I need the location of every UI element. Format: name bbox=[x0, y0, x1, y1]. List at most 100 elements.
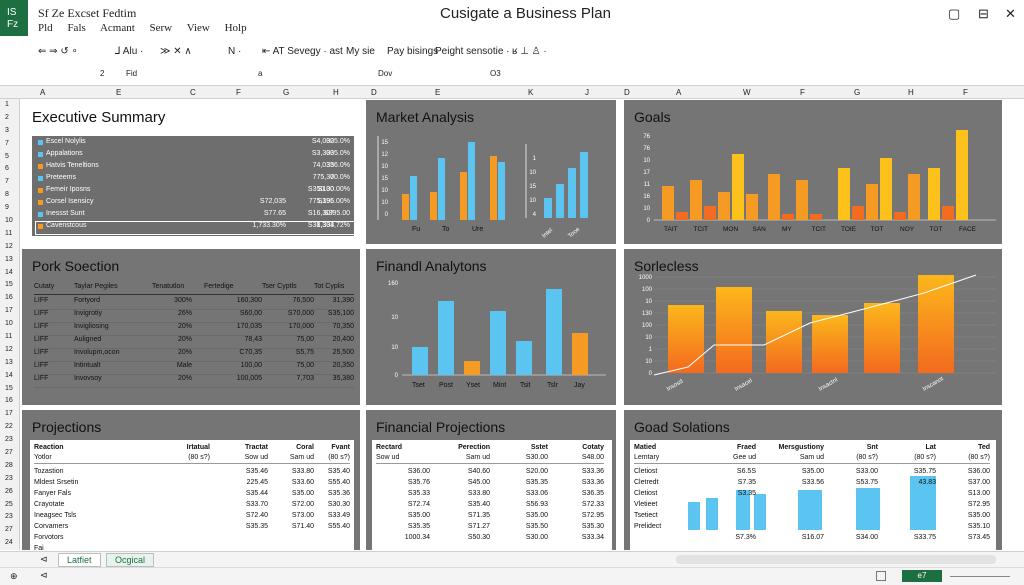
row-header[interactable]: 11 bbox=[5, 332, 13, 340]
font-selector[interactable]: ⅃ Alu · bbox=[115, 46, 144, 57]
col-header[interactable]: C bbox=[190, 88, 196, 97]
row-header[interactable]: 24 bbox=[5, 539, 13, 547]
row-header[interactable]: 17 bbox=[5, 307, 13, 315]
row-header[interactable]: 12 bbox=[5, 345, 13, 353]
row-header[interactable]: 27 bbox=[5, 448, 13, 456]
my-sie-button[interactable]: My sie bbox=[346, 46, 375, 57]
row-header[interactable]: 16 bbox=[5, 397, 13, 405]
projections-cell: S73.00 bbox=[291, 512, 314, 519]
sheet-nav-icon[interactable]: ⊲ bbox=[40, 554, 48, 564]
restore-icon[interactable]: ▢ bbox=[948, 6, 961, 21]
row-header[interactable]: 23 bbox=[5, 436, 13, 443]
tool-icons[interactable]: ʁ ⊥ ♙ · bbox=[512, 46, 547, 57]
number-format-button[interactable]: N · bbox=[228, 46, 242, 57]
col-header[interactable]: H bbox=[908, 88, 914, 97]
row-header[interactable]: 12 bbox=[5, 242, 13, 250]
menu-help[interactable]: Holp bbox=[224, 22, 247, 34]
row-header[interactable]: 11 bbox=[5, 229, 13, 237]
goadsol-row: Cletiost S3.35 S13.00 bbox=[634, 490, 990, 501]
zoom-slider[interactable] bbox=[950, 576, 1010, 577]
finproj-cell: S33.80 bbox=[467, 490, 490, 497]
normal-view-icon[interactable] bbox=[876, 571, 886, 581]
row-header[interactable]: 23 bbox=[5, 513, 13, 521]
menu-serw[interactable]: Serw bbox=[149, 22, 173, 34]
pork-cell: 170,000 bbox=[288, 323, 314, 330]
menu-view[interactable]: View bbox=[186, 22, 210, 34]
close-icon[interactable]: ✕ bbox=[1005, 6, 1016, 21]
col-header[interactable]: J bbox=[585, 88, 589, 97]
col-header[interactable]: F bbox=[963, 88, 968, 97]
row-header[interactable]: 3 bbox=[5, 126, 9, 134]
finproj-header: Rectard bbox=[376, 444, 403, 451]
row-header[interactable]: 8 bbox=[5, 191, 9, 199]
sheet-tab-ocgical[interactable]: Ocgical bbox=[106, 553, 155, 567]
row-header[interactable]: 15 bbox=[5, 384, 13, 392]
row-header[interactable]: 6 bbox=[5, 165, 9, 173]
pork-row: LIFF Invigliosing 20% 170,035 170,000 70,350 bbox=[34, 323, 354, 336]
col-header[interactable]: G bbox=[854, 88, 861, 97]
sheet-tab-latfiet[interactable]: Latfiet bbox=[58, 553, 101, 567]
nav-icon[interactable]: ⊲ bbox=[40, 570, 48, 580]
row-header[interactable]: 7 bbox=[5, 178, 9, 186]
horizontal-scrollbar[interactable] bbox=[676, 555, 996, 564]
goals-panel: Goals 76 76 10 17 11 16 10 0 TAIT TCIT MON SAN MY TCI… bbox=[624, 100, 1002, 244]
menu-file[interactable]: Pld bbox=[38, 22, 53, 34]
row-header[interactable]: 28 bbox=[5, 461, 13, 469]
minimize-icon[interactable]: ⊟ bbox=[978, 6, 989, 21]
add-icon[interactable]: ⊕ bbox=[10, 571, 18, 581]
col-header[interactable]: W bbox=[743, 88, 751, 97]
row-header[interactable]: 5 bbox=[5, 152, 9, 160]
col-header[interactable]: E bbox=[435, 88, 441, 97]
app-badge-text: IS Fz bbox=[7, 7, 19, 30]
col-header[interactable]: H bbox=[333, 88, 339, 97]
row-header[interactable]: 10 bbox=[5, 320, 13, 328]
row-header[interactable]: 16 bbox=[5, 294, 13, 302]
row-header[interactable]: 1 bbox=[5, 101, 9, 108]
row-header[interactable]: 22 bbox=[5, 423, 13, 431]
col-header[interactable]: K bbox=[528, 88, 534, 97]
col-header[interactable]: F bbox=[236, 88, 241, 97]
pay-bisings-button[interactable]: Pay bisings bbox=[387, 46, 439, 57]
format-buttons[interactable]: ≫ ✕ ∧ bbox=[160, 46, 192, 57]
col-header[interactable]: A bbox=[40, 88, 46, 97]
name-box[interactable]: 2 bbox=[100, 69, 105, 78]
undo-redo-buttons[interactable]: ⇐ ⇒ ↺ ∘ bbox=[38, 46, 78, 57]
row-header[interactable]: 26 bbox=[5, 487, 13, 495]
goadsol-cell: S7.3% bbox=[735, 534, 756, 541]
row-header[interactable]: 15 bbox=[5, 281, 13, 289]
goals-bar bbox=[894, 212, 906, 220]
row-header[interactable]: 23 bbox=[5, 474, 13, 482]
exec-value-b: S3,300 bbox=[311, 150, 334, 157]
finproj-cell: S30.00 bbox=[525, 534, 548, 541]
row-header[interactable]: 2 bbox=[5, 113, 9, 121]
row-header[interactable]: 14 bbox=[5, 268, 13, 276]
menu-acmant[interactable]: Acmant bbox=[99, 22, 135, 34]
row-header[interactable]: 14 bbox=[5, 371, 13, 379]
col-header[interactable]: A bbox=[676, 88, 682, 97]
row-header[interactable]: 9 bbox=[5, 204, 9, 212]
row-header[interactable]: 27 bbox=[5, 526, 13, 534]
row-header[interactable]: 17 bbox=[5, 410, 13, 418]
market-analysis-panel: Market Analysis 15 12 10 15 10 10 0 Fu To Ure 1 10 1… bbox=[366, 100, 616, 244]
col-header[interactable]: D bbox=[624, 88, 630, 97]
row-header[interactable]: 7 bbox=[5, 139, 9, 147]
row-header[interactable]: 25 bbox=[5, 500, 13, 508]
pork-cell: LIFF bbox=[34, 297, 49, 304]
row-header[interactable]: 10 bbox=[5, 217, 13, 224]
menu-fals[interactable]: Fals bbox=[67, 22, 86, 34]
sorlecless-panel: Sorlecless 1000 100 10 130 100 10 1 10 0 Insosd In… bbox=[624, 249, 1002, 405]
col-header[interactable]: F bbox=[800, 88, 805, 97]
status-bar: ⊕ ⊲ e7 bbox=[0, 567, 1024, 585]
col-header[interactable]: D bbox=[371, 88, 377, 97]
excel-app-icon[interactable]: IS Fz bbox=[0, 0, 28, 36]
pork-row: LIFF Intintualt Male 100,00 75,00 20,350 bbox=[34, 362, 354, 375]
strategy-dropdown[interactable]: ⇤ AT Sevegy · ast bbox=[262, 46, 343, 57]
sensitivity-dropdown[interactable]: Peight sensotie · bbox=[435, 46, 510, 57]
finproj-cell: S40.60 bbox=[467, 468, 490, 475]
col-header[interactable]: E bbox=[116, 88, 122, 97]
row-header[interactable]: 13 bbox=[5, 358, 13, 366]
finproj-cell: S56.93 bbox=[525, 501, 548, 508]
col-header[interactable]: G bbox=[283, 88, 290, 97]
zoom-badge[interactable]: e7 bbox=[902, 570, 942, 582]
row-header[interactable]: 13 bbox=[5, 255, 13, 263]
